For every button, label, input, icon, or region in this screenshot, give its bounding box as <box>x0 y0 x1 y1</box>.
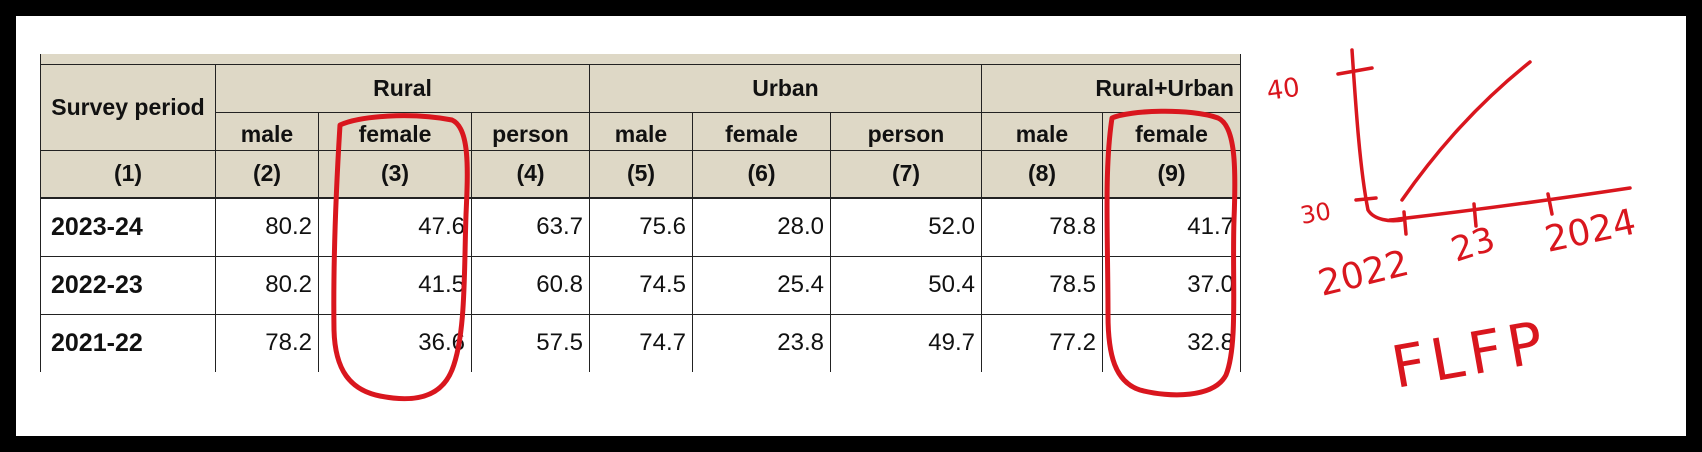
sub-header: female <box>1102 111 1241 151</box>
column-number: (4) <box>471 149 590 199</box>
table-row: 2023-24 80.2 47.6 63.7 75.6 28.0 52.0 78… <box>40 197 1241 257</box>
value-cell: 37.0 <box>1102 255 1241 315</box>
value-cell: 57.5 <box>471 313 590 372</box>
value-cell: 77.2 <box>981 313 1103 372</box>
value-cell: 74.5 <box>589 255 693 315</box>
table-header: Survey period Rural Urban Rural+Urban ma… <box>40 54 1241 199</box>
sub-header: male <box>589 111 693 151</box>
table-body: 2023-24 80.2 47.6 63.7 75.6 28.0 52.0 78… <box>40 197 1241 372</box>
sub-header: person <box>830 111 982 151</box>
column-number: (9) <box>1102 149 1241 199</box>
survey-period-cell: 2021-22 <box>40 313 216 372</box>
table-row: 2021-22 78.2 36.6 57.5 74.7 23.8 49.7 77… <box>40 313 1241 372</box>
survey-period-header: Survey period <box>40 63 216 151</box>
group-header-urban: Urban <box>589 63 982 113</box>
sub-header: person <box>471 111 590 151</box>
value-cell: 63.7 <box>471 197 590 257</box>
column-number: (6) <box>692 149 831 199</box>
value-cell: 80.2 <box>215 255 319 315</box>
value-cell: 47.6 <box>318 197 472 257</box>
sub-header: female <box>692 111 831 151</box>
sub-header: female <box>318 111 472 151</box>
value-cell: 74.7 <box>589 313 693 372</box>
value-cell: 23.8 <box>692 313 831 372</box>
value-cell: 75.6 <box>589 197 693 257</box>
value-cell: 41.5 <box>318 255 472 315</box>
value-cell: 60.8 <box>471 255 590 315</box>
value-cell: 49.7 <box>830 313 982 372</box>
header-top-strip <box>40 54 1241 65</box>
column-number: (1) <box>40 149 216 199</box>
value-cell: 28.0 <box>692 197 831 257</box>
value-cell: 36.6 <box>318 313 472 372</box>
value-cell: 78.2 <box>215 313 319 372</box>
column-number: (8) <box>981 149 1103 199</box>
group-header-rural-urban: Rural+Urban <box>981 63 1241 113</box>
column-number: (2) <box>215 149 319 199</box>
group-header-rural: Rural <box>215 63 590 113</box>
column-number: (3) <box>318 149 472 199</box>
value-cell: 78.5 <box>981 255 1103 315</box>
value-cell: 52.0 <box>830 197 982 257</box>
column-number: (7) <box>830 149 982 199</box>
lfpr-table: Survey period Rural Urban Rural+Urban ma… <box>40 54 1241 372</box>
survey-period-cell: 2023-24 <box>40 197 216 257</box>
value-cell: 32.8 <box>1102 313 1241 372</box>
sub-header: male <box>215 111 319 151</box>
sub-header: male <box>981 111 1103 151</box>
column-number: (5) <box>589 149 693 199</box>
value-cell: 41.7 <box>1102 197 1241 257</box>
table-row: 2022-23 80.2 41.5 60.8 74.5 25.4 50.4 78… <box>40 255 1241 315</box>
value-cell: 80.2 <box>215 197 319 257</box>
value-cell: 25.4 <box>692 255 831 315</box>
value-cell: 78.8 <box>981 197 1103 257</box>
survey-period-cell: 2022-23 <box>40 255 216 315</box>
value-cell: 50.4 <box>830 255 982 315</box>
